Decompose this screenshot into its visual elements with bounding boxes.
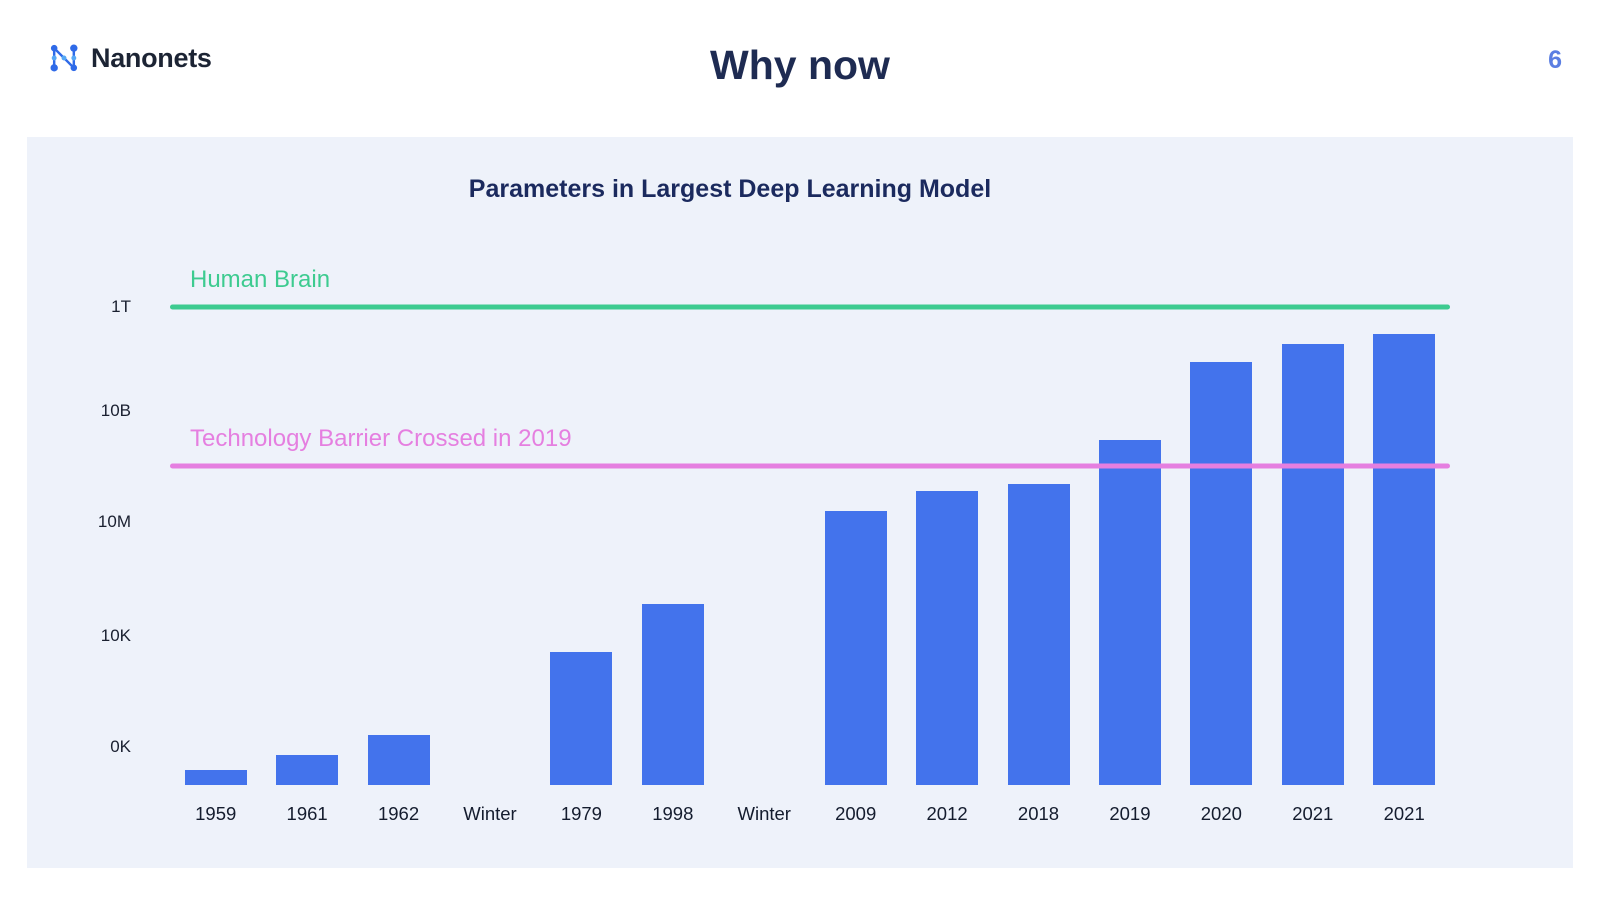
x-tick-label: 2019 [1109, 803, 1151, 824]
bar-slot-2021 [1267, 285, 1358, 785]
x-tick-label: 2021 [1383, 803, 1425, 824]
x-tick-label: 2012 [926, 803, 968, 824]
human-brain-label: Human Brain [190, 266, 331, 293]
bar-1959 [184, 770, 247, 785]
nanonets-logo-text: Nanonets [91, 42, 212, 73]
chart-panel: Parameters in Largest Deep Learning Mode… [27, 137, 1573, 868]
bar-slot-1961 [261, 285, 352, 785]
page-number: 6 [1548, 46, 1562, 74]
bar-slot-1998 [627, 285, 718, 785]
x-tick-label: 1998 [652, 803, 694, 824]
bar-2012 [916, 491, 979, 785]
slide-title: Why now [710, 42, 890, 88]
bar-slot-2021 [1358, 285, 1449, 785]
bar-2021 [1281, 344, 1344, 785]
y-tick-label: 10M [97, 512, 131, 531]
x-tick-label: 1979 [560, 803, 602, 824]
nanonets-molecule-icon [50, 44, 78, 72]
bar-1961 [276, 755, 339, 785]
x-tick-label: 1961 [286, 803, 328, 824]
bar-1979 [550, 652, 613, 785]
plot-area: Human Brain Technology Barrier Crossed in… [170, 266, 1450, 785]
y-tick-label: 1T [111, 297, 131, 316]
bar-2020 [1190, 362, 1253, 785]
x-tick-label: 1962 [377, 803, 420, 824]
bar-2019 [1098, 440, 1161, 785]
bar-slot-2012 [901, 285, 992, 785]
bar-slot-winter [719, 285, 810, 785]
bar-slot-2019 [1084, 285, 1175, 785]
y-tick-label: 0K [110, 737, 131, 756]
bar-slot-2009 [810, 285, 901, 785]
bar-2021 [1373, 334, 1436, 785]
human-brain-line [170, 304, 1450, 310]
y-axis: 1T 10B 10M 10K 0K [63, 285, 131, 785]
nanonets-logo: Nanonets [46, 40, 212, 76]
bar-slot-1962 [353, 285, 444, 785]
x-tick-label: 2009 [835, 803, 877, 824]
bar-slot-winter [444, 285, 535, 785]
x-tick-label: 2021 [1292, 803, 1334, 824]
x-tick-label: Winter [463, 803, 517, 824]
bar-1962 [367, 735, 430, 785]
y-tick-label: 10K [100, 626, 131, 645]
x-tick-label: 2018 [1017, 803, 1060, 824]
x-tick-label: 1959 [195, 803, 237, 824]
bar-slot-1979 [536, 285, 627, 785]
x-axis: 1959 1961 1962 Winter 1979 1998 Winter 2009 2012… [170, 803, 1450, 833]
x-tick-label: 2020 [1200, 803, 1242, 824]
chart-title: Parameters in Largest Deep Learning Mode… [468, 175, 992, 203]
x-tick-label: Winter [737, 803, 791, 824]
tech-barrier-label: Technology Barrier Crossed in 2019 [190, 425, 572, 452]
bars-layer [170, 285, 1450, 785]
bar-slot-1959 [170, 285, 261, 785]
bar-2018 [1007, 484, 1070, 785]
bar-slot-2020 [1176, 285, 1267, 785]
bar-slot-2018 [993, 285, 1084, 785]
bar-1998 [641, 604, 704, 785]
bar-2009 [824, 511, 887, 785]
y-tick-label: 10B [100, 401, 131, 420]
tech-barrier-line [170, 463, 1450, 469]
